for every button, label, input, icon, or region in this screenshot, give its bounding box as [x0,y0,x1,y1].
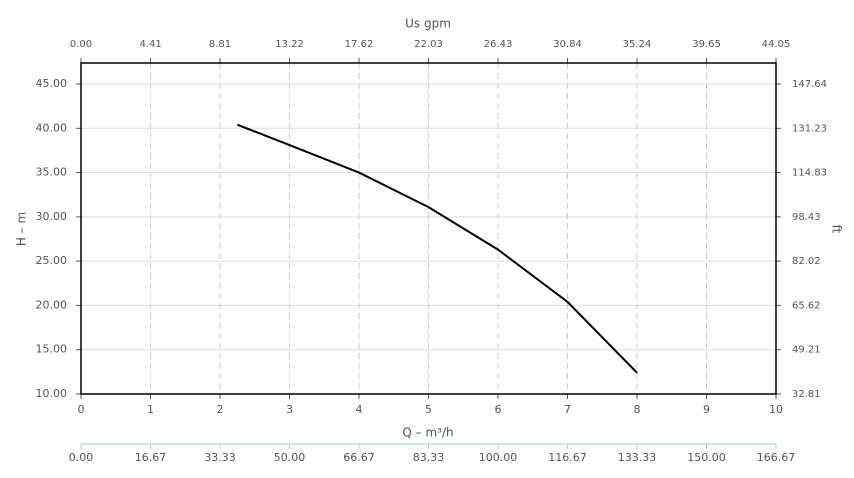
y2-tick-label: 49.21 [792,345,821,356]
x3-tick-label: 83.33 [413,451,445,464]
x3-tick-label: 133.33 [618,451,657,464]
x3-tick-label: 0.00 [69,451,94,464]
x-tick-label: 0 [78,403,85,416]
x2-tick-label: 26.43 [484,39,513,50]
y2-axis-title: ft [830,225,844,234]
y-tick-label: 35.00 [36,166,68,179]
x-tick-label: 10 [769,403,783,416]
x3-tick-label: 150.00 [687,451,726,464]
y2-tick-label: 32.81 [792,389,821,400]
x3-tick-label: 116.67 [548,451,587,464]
x2-tick-label: 0.00 [70,39,92,50]
x-tick-label: 9 [703,403,710,416]
x-tick-label: 1 [147,403,154,416]
y-tick-label: 15.00 [36,343,68,356]
x3-tick-label: 166.67 [757,451,796,464]
x3-tick-label: 50.00 [274,451,306,464]
y-tick-label: 20.00 [36,298,68,311]
x2-tick-label: 17.62 [345,39,374,50]
x-tick-label: 7 [564,403,571,416]
x3-tick-label: 100.00 [479,451,518,464]
x2-tick-label: 30.84 [553,39,582,50]
y2-tick-label: 114.83 [792,168,827,179]
x2-tick-label: 4.41 [139,39,161,50]
y2-tick-label: 98.43 [792,212,821,223]
x-axis-title: Q – m³/h [402,426,453,440]
y-tick-label: 45.00 [36,77,68,90]
x-tick-label: 6 [495,403,502,416]
y-axis-title: H – m [15,212,29,246]
x2-tick-label: 8.81 [209,39,231,50]
x-tick-label: 4 [356,403,363,416]
x2-axis-title: Us gpm [405,17,451,31]
y2-tick-label: 131.23 [792,123,827,134]
y2-tick-label: 147.64 [792,79,827,90]
plot-border [80,62,777,395]
y2-tick-label: 82.02 [792,256,821,267]
x-tick-label: 8 [634,403,641,416]
x3-tick-label: 66.67 [343,451,375,464]
x-tick-label: 2 [217,403,224,416]
y-tick-label: 25.00 [36,254,68,267]
y-tick-label: 30.00 [36,210,68,223]
y2-tick-label: 65.62 [792,300,821,311]
x-tick-label: 3 [286,403,293,416]
x2-tick-label: 13.22 [275,39,304,50]
y-tick-label: 10.00 [36,387,68,400]
x2-tick-label: 39.65 [692,39,721,50]
x-tick-label: 5 [425,403,432,416]
curve [237,123,638,374]
x2-tick-label: 35.24 [623,39,652,50]
x2-tick-label: 22.03 [414,39,443,50]
x2-tick-label: 44.05 [762,39,791,50]
x3-tick-label: 33.33 [204,451,236,464]
x3-tick-label: 16.67 [135,451,167,464]
y-tick-label: 40.00 [36,121,68,134]
